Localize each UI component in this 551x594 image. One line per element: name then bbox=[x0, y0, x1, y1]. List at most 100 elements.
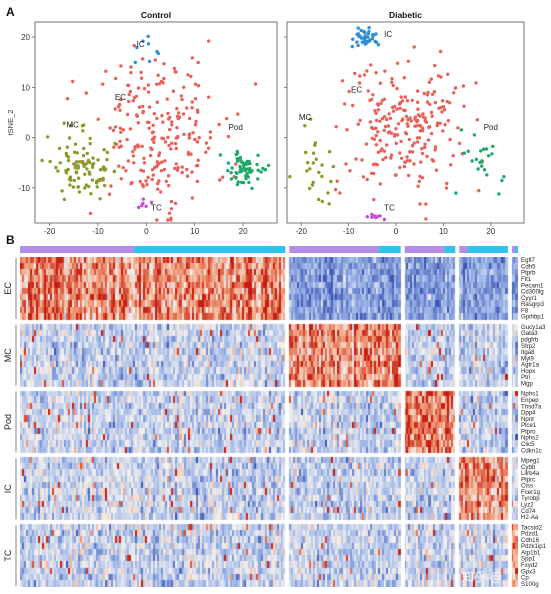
cell-point-ec bbox=[374, 118, 379, 123]
cell-point-ec bbox=[114, 76, 118, 81]
cell-point-ec bbox=[358, 118, 362, 123]
gene-label: Agtr1a bbox=[521, 362, 540, 369]
cell-point-ec bbox=[412, 162, 416, 166]
cell-point-ec bbox=[185, 167, 189, 172]
cell-point-ec bbox=[166, 135, 170, 139]
cell-point-ec bbox=[462, 104, 466, 109]
cell-point-ic bbox=[146, 34, 150, 39]
cell-point-ec bbox=[179, 94, 184, 98]
heatmap-cells bbox=[20, 257, 518, 587]
panel-label-a: A bbox=[6, 5, 15, 19]
cell-point-ec bbox=[404, 114, 409, 119]
cell-point-ec bbox=[190, 100, 194, 104]
cell-point-ec bbox=[226, 134, 231, 139]
cell-point-mc bbox=[317, 197, 321, 202]
cell-point-ec bbox=[440, 110, 444, 114]
cell-point-mc bbox=[329, 179, 333, 184]
cell-point-mc bbox=[308, 167, 312, 171]
cell-point-tc bbox=[149, 200, 154, 205]
cell-point-ec bbox=[159, 169, 164, 173]
cell-point-pod bbox=[466, 149, 470, 153]
cell-point-ec bbox=[395, 86, 399, 91]
cell-point-ec bbox=[141, 104, 145, 109]
gene-label: Lyz2 bbox=[521, 502, 534, 509]
cell-point-ec bbox=[162, 62, 166, 66]
cell-point-ec bbox=[353, 71, 357, 76]
cell-point-mc bbox=[91, 156, 95, 160]
cell-point-mc bbox=[48, 159, 52, 164]
cell-point-mc bbox=[54, 165, 58, 170]
cell-point-ec bbox=[437, 106, 441, 111]
cell-point-ec bbox=[418, 129, 422, 133]
cell-point-pod bbox=[485, 173, 489, 177]
cell-point-ec bbox=[196, 158, 200, 162]
cell-point-ec bbox=[452, 91, 456, 95]
y-tick-label: 0 bbox=[26, 134, 31, 143]
cell-point-ec bbox=[116, 104, 121, 109]
cell-point-ec bbox=[379, 101, 383, 106]
cell-point-ec bbox=[157, 179, 161, 183]
cell-point-mc bbox=[65, 145, 70, 149]
cell-point-mc bbox=[311, 151, 316, 155]
cell-point-ec bbox=[119, 64, 123, 68]
gene-label: Ptprc bbox=[521, 476, 535, 483]
cell-point-ec bbox=[445, 181, 449, 186]
cell-point-pod bbox=[218, 153, 223, 157]
cell-point-tc bbox=[370, 212, 374, 217]
gene-label: Egfl7 bbox=[521, 257, 536, 264]
cell-point-ec bbox=[118, 139, 122, 143]
cell-point-ec bbox=[406, 59, 411, 63]
cell-point-ec bbox=[169, 199, 174, 204]
cell-point-mc bbox=[86, 158, 91, 163]
y-axis-label: tSNE_2 bbox=[6, 110, 15, 136]
cell-point-ec bbox=[371, 162, 376, 167]
cell-point-pod bbox=[500, 178, 504, 183]
cell-point-ec bbox=[132, 161, 136, 165]
cell-point-ec bbox=[477, 188, 481, 193]
cell-point-ec bbox=[390, 105, 395, 110]
cell-point-ec bbox=[372, 171, 376, 176]
cell-point-ec bbox=[174, 162, 178, 166]
cell-point-ec bbox=[180, 170, 184, 175]
cell-point-pod bbox=[250, 186, 254, 191]
cell-point-pod bbox=[482, 168, 487, 172]
cell-point-ec bbox=[348, 169, 352, 173]
cell-point-ec bbox=[395, 61, 400, 65]
cell-point-ic bbox=[355, 40, 359, 44]
cell-point-ic bbox=[359, 36, 364, 40]
cell-point-ec bbox=[378, 182, 382, 186]
cell-point-mc bbox=[96, 158, 100, 162]
cell-point-pod bbox=[484, 147, 489, 151]
cell-point-ec bbox=[152, 140, 156, 144]
cell-point-ec bbox=[177, 111, 181, 115]
cell-point-tc bbox=[374, 215, 378, 220]
cell-point-ic bbox=[370, 36, 375, 41]
cell-point-ec bbox=[185, 106, 189, 110]
cell-point-ec bbox=[195, 164, 199, 168]
cell-point-ec bbox=[121, 128, 126, 132]
gene-label: Sfrp2 bbox=[521, 343, 536, 350]
cell-point-pod bbox=[229, 177, 234, 181]
cell-point-ec bbox=[138, 179, 142, 184]
cell-point-ec bbox=[388, 116, 393, 121]
cell-point-ec bbox=[421, 129, 425, 133]
gene-label: Pdzd1 bbox=[521, 531, 539, 538]
cell-point-mc bbox=[314, 157, 318, 161]
cell-point-mc bbox=[105, 150, 110, 155]
cell-point-tc bbox=[144, 204, 148, 208]
cell-point-ec bbox=[167, 143, 171, 148]
cell-point-ec bbox=[402, 164, 407, 169]
cell-point-pod bbox=[263, 168, 268, 172]
cell-point-pod bbox=[261, 166, 265, 171]
cell-point-pod bbox=[235, 149, 239, 154]
x-tick-label: 20 bbox=[239, 227, 248, 236]
cell-point-ec bbox=[137, 105, 142, 109]
cell-point-ec bbox=[385, 117, 389, 122]
cell-point-ec bbox=[104, 69, 108, 73]
gene-label: Tyrobp bbox=[521, 495, 540, 502]
cell-point-ec bbox=[169, 147, 173, 151]
cell-point-pod bbox=[266, 163, 271, 168]
x-tick-label: -20 bbox=[44, 227, 56, 236]
plot-title: Control bbox=[141, 10, 171, 20]
cell-point-tc bbox=[137, 205, 141, 210]
